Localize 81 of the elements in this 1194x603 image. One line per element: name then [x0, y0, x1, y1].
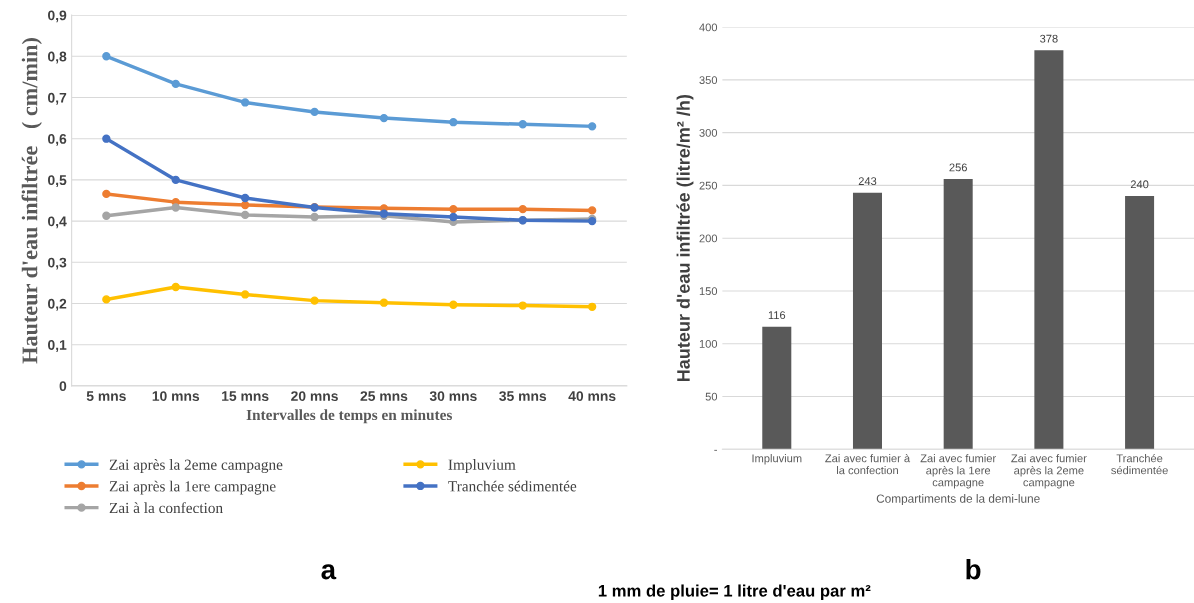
x-tick-label: Zai avec fumier après la 2eme campagne	[1011, 454, 1087, 489]
point	[518, 301, 527, 310]
y-tick-label: 350	[699, 76, 718, 85]
y-axis-title: Hauteur d'eau infiltrée (litre/m² /h)	[676, 94, 694, 382]
y-tick-label: 0,6	[48, 134, 67, 146]
point	[310, 296, 319, 305]
text: 1 mm de pluie= 1 litre d'eau par m²	[598, 584, 871, 600]
point	[379, 113, 389, 123]
bar	[852, 192, 882, 450]
point	[240, 193, 250, 203]
legend-label: Zai après la 1ere campagne	[109, 480, 276, 495]
data-label: 256	[949, 163, 967, 172]
x-tick-label: Impluvium	[752, 454, 802, 465]
point	[102, 134, 111, 143]
x-tick-label: Zai avec fumier à la confection	[825, 453, 911, 475]
data-label: 378	[1040, 34, 1058, 43]
point	[379, 298, 389, 307]
y-tick-label: 0,3	[48, 257, 67, 270]
bar	[1034, 50, 1064, 450]
point	[240, 210, 250, 220]
point	[310, 107, 319, 117]
point	[240, 98, 250, 107]
point	[102, 52, 111, 61]
y-tick-label: 250	[699, 181, 718, 190]
data-label: 243	[858, 177, 877, 186]
data-label: 116	[768, 311, 786, 320]
point	[102, 189, 111, 199]
x-tick-label: 20 mns	[291, 391, 338, 401]
text: a	[321, 564, 337, 580]
y-tick-label: 0,8	[48, 51, 67, 64]
point	[171, 175, 180, 185]
y-tick-label: 0,2	[48, 298, 67, 311]
point	[449, 204, 458, 214]
x-tick-label: 10 mns	[152, 391, 200, 401]
point	[240, 200, 250, 210]
y-tick-label: 0,4	[48, 216, 67, 229]
x-tick-label: 30 mns	[429, 391, 477, 401]
x-tick-label: 40 mns	[568, 391, 616, 401]
y-tick-label: 150	[699, 287, 718, 296]
point	[310, 212, 319, 222]
y-tick-label: 0,7	[48, 92, 67, 105]
point	[518, 204, 527, 214]
point	[587, 122, 597, 131]
point	[449, 300, 458, 309]
point	[587, 206, 597, 215]
y-tick-label: 300	[699, 128, 718, 137]
point	[240, 290, 250, 299]
x-tick-label: 35 mns	[499, 391, 547, 401]
x-tick-label: 25 mns	[360, 391, 408, 401]
data-label: 240	[1130, 180, 1149, 189]
point	[171, 79, 180, 89]
y-axis-title: Hauteur d'eau infiltrée ( cm/min)	[21, 38, 42, 364]
y-tick-label: 200	[699, 234, 718, 243]
point	[102, 295, 111, 304]
y-tick-label: 0,1	[48, 340, 67, 352]
legend-label: Zai à la confection	[109, 502, 223, 514]
y-tick-label: 0	[59, 381, 67, 392]
point	[518, 120, 527, 129]
x-tick-label: 5 mns	[86, 391, 126, 401]
point	[449, 212, 458, 222]
bar	[1125, 195, 1155, 450]
x-tick-label: 15 mns	[222, 391, 269, 401]
text: b	[966, 559, 981, 580]
y-tick-label: 100	[699, 339, 718, 348]
point	[587, 302, 597, 311]
y-tick-label: 0,9	[48, 10, 67, 23]
legend-label: Zai après la 2eme campagne	[109, 459, 283, 473]
bar	[762, 326, 792, 450]
x-tick-label: Zai avec fumier après la 1ere campagne	[920, 454, 996, 489]
y-tick-label: 400	[699, 23, 718, 32]
point	[171, 203, 180, 212]
y-tick-label: 0,5	[48, 175, 67, 188]
x-axis-title: Intervalles de temps en minutes	[246, 409, 452, 424]
y-tick-label: -	[714, 449, 718, 451]
point	[102, 211, 111, 220]
point	[171, 282, 180, 292]
x-axis-title: Compartiments de la demi-lune	[876, 494, 1040, 506]
y-tick-label: 50	[705, 392, 718, 401]
x-tick-label: Tranchée sédimentée	[1111, 453, 1168, 475]
point	[449, 118, 458, 127]
bar	[943, 179, 973, 450]
